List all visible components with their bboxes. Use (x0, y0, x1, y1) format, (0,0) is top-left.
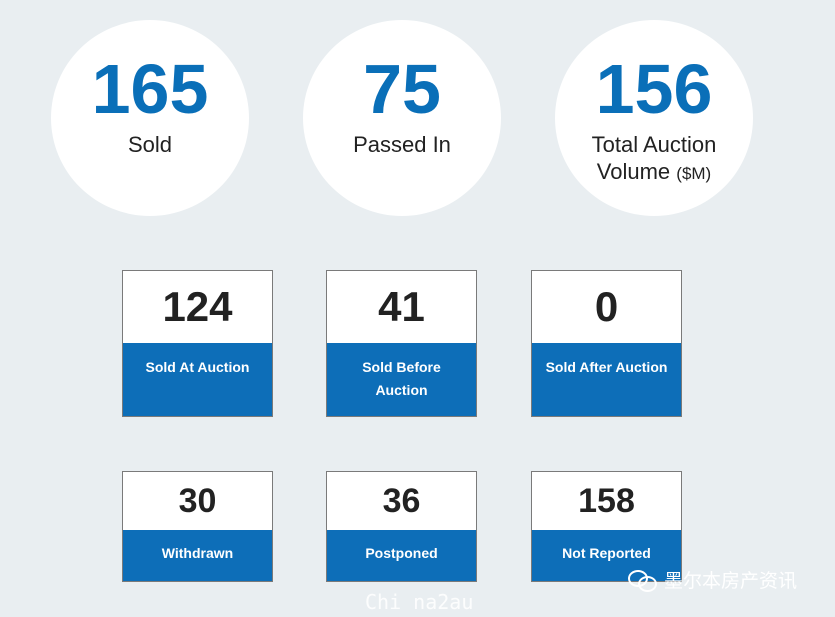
withdrawn-count: 30 (123, 472, 272, 530)
postponed-label: Postponed (365, 545, 438, 561)
total-volume-unit: ($M) (676, 164, 712, 183)
total-volume-stat-circle: 156 Total Auction Volume ($M) (555, 20, 753, 216)
wechat-watermark: 墨尔本房产资讯 (628, 566, 797, 593)
watermark-account-name: 墨尔本房产资讯 (664, 570, 798, 592)
wechat-icon (628, 568, 658, 592)
sold-at-auction-card: 124 Sold At Auction (122, 270, 273, 417)
sold-after-auction-count: 0 (532, 271, 681, 343)
sold-after-auction-label: Sold After Auction (545, 359, 668, 375)
sold-at-auction-label: Sold At Auction (145, 359, 250, 375)
withdrawn-label: Withdrawn (161, 545, 234, 561)
sold-before-auction-card: 41 Sold Before Auction (326, 270, 477, 417)
sold-at-auction-count: 124 (123, 271, 272, 343)
sold-count: 165 (91, 50, 209, 128)
sold-before-auction-count: 41 (327, 271, 476, 343)
passed-in-count: 75 (363, 50, 441, 128)
total-volume-label-wrap: Total Auction Volume ($M) (555, 131, 753, 187)
not-reported-label: Not Reported (562, 545, 651, 561)
postponed-count: 36 (327, 472, 476, 530)
sold-label: Sold (127, 132, 173, 157)
passed-in-label: Passed In (353, 132, 451, 157)
sold-before-auction-label: Sold Before Auction (362, 359, 441, 398)
site-watermark: Chi na2au (365, 590, 474, 614)
postponed-card: 36 Postponed (326, 471, 477, 582)
sold-after-auction-card: 0 Sold After Auction (531, 270, 682, 417)
total-volume-value: 156 (595, 50, 713, 128)
not-reported-card: 158 Not Reported (531, 471, 682, 582)
not-reported-count: 158 (532, 472, 681, 530)
withdrawn-card: 30 Withdrawn (122, 471, 273, 582)
total-volume-label: Total Auction Volume (591, 132, 717, 184)
sold-stat-circle: 165 Sold (51, 20, 249, 216)
passed-in-stat-circle: 75 Passed In (303, 20, 501, 216)
